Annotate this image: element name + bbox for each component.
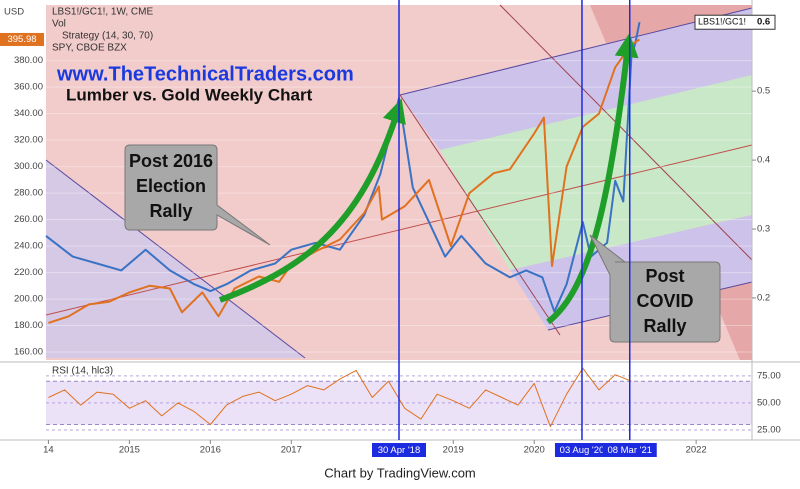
labels: USD LBS1!/GC1!, 1W, CME Vol Strategy (14… [0,0,781,480]
arrow [218,98,406,303]
marker-label-box [372,443,426,457]
x-tick-label: 2020 [524,445,545,456]
y-tick-label: 340.00 [14,108,43,119]
symbol-tag [694,14,776,30]
callout [589,234,721,343]
series-line [48,367,632,428]
y2-tick-label: 0.2 [757,292,770,303]
series-line [45,22,641,313]
x-tick-label: 2015 [119,445,140,456]
callout [124,144,271,246]
legend-entry: LBS1!/GC1!, 1W, CME [52,7,153,18]
y-tick-label: 75.00 [757,370,781,381]
y-tick-label: 300.00 [14,161,43,172]
footer: Chart by TradingView.com [324,465,476,480]
y-tick-label: 380.00 [14,55,43,66]
price-tag-label: 395.98 [7,34,36,45]
annotation: Election [136,176,206,196]
x-tick-label: 14 [43,445,54,456]
trend-line [45,159,306,359]
annotation: Post 2016 [129,151,213,171]
y-tick-label: 180.00 [14,320,43,331]
x-tick-label: 2017 [281,445,302,456]
arrow [546,33,639,325]
x-tick-label: 2022 [686,445,707,456]
indicator-label: Vol [52,19,66,30]
y2-tick-label: 0.3 [757,224,770,235]
annotation: Rally [149,201,192,221]
y-tick-label: 280.00 [14,188,43,199]
marker-label: 03 Aug '20 [560,445,605,456]
y-tick-label: 360.00 [14,82,43,93]
y-tick-label: 25.00 [757,424,781,435]
y-tick-label: 260.00 [14,214,43,225]
x-tick-label: 2016 [200,445,221,456]
currency-label: USD [4,7,24,18]
annotation: Rally [643,316,686,336]
overlays [124,33,721,343]
symbol-tag-value: 0.6 [757,17,770,28]
y-tick-label: 220.00 [14,267,43,278]
y2-tick-label: 0.5 [757,86,770,97]
y-tick-label: 160.00 [14,347,43,358]
symbol-tag-label: LBS1!/GC1! [698,17,746,27]
marker-label: 30 Apr '18 [378,445,421,456]
trend-line [399,7,753,96]
y-tick-label: 200.00 [14,294,43,305]
y-tick-label: 320.00 [14,135,43,146]
series-line [48,38,641,324]
marker-label-box [554,443,609,457]
y2-tick-label: 0.4 [757,155,770,166]
y-tick-label: 50.00 [757,397,781,408]
indicator-label: Strategy (14, 30, 70) [62,31,153,42]
channel-middle [440,75,752,270]
trend-line [499,4,753,261]
y-tick-label: 240.00 [14,241,43,252]
trend-line [399,94,561,336]
marker-label-box [602,443,657,457]
chart-title: Lumber vs. Gold Weekly Chart [66,85,313,104]
legend-entry: SPY, CBOE BZX [52,43,127,54]
chart-subtitle: www.TheTechnicalTraders.com [56,63,354,85]
annotation: Post [645,266,684,286]
panel-title: RSI (14, hlc3) [52,366,113,377]
marker-label: 08 Mar '21 [607,445,652,456]
price-tag [0,32,44,46]
x-tick-label: 2019 [443,445,464,456]
annotation: COVID [636,291,693,311]
